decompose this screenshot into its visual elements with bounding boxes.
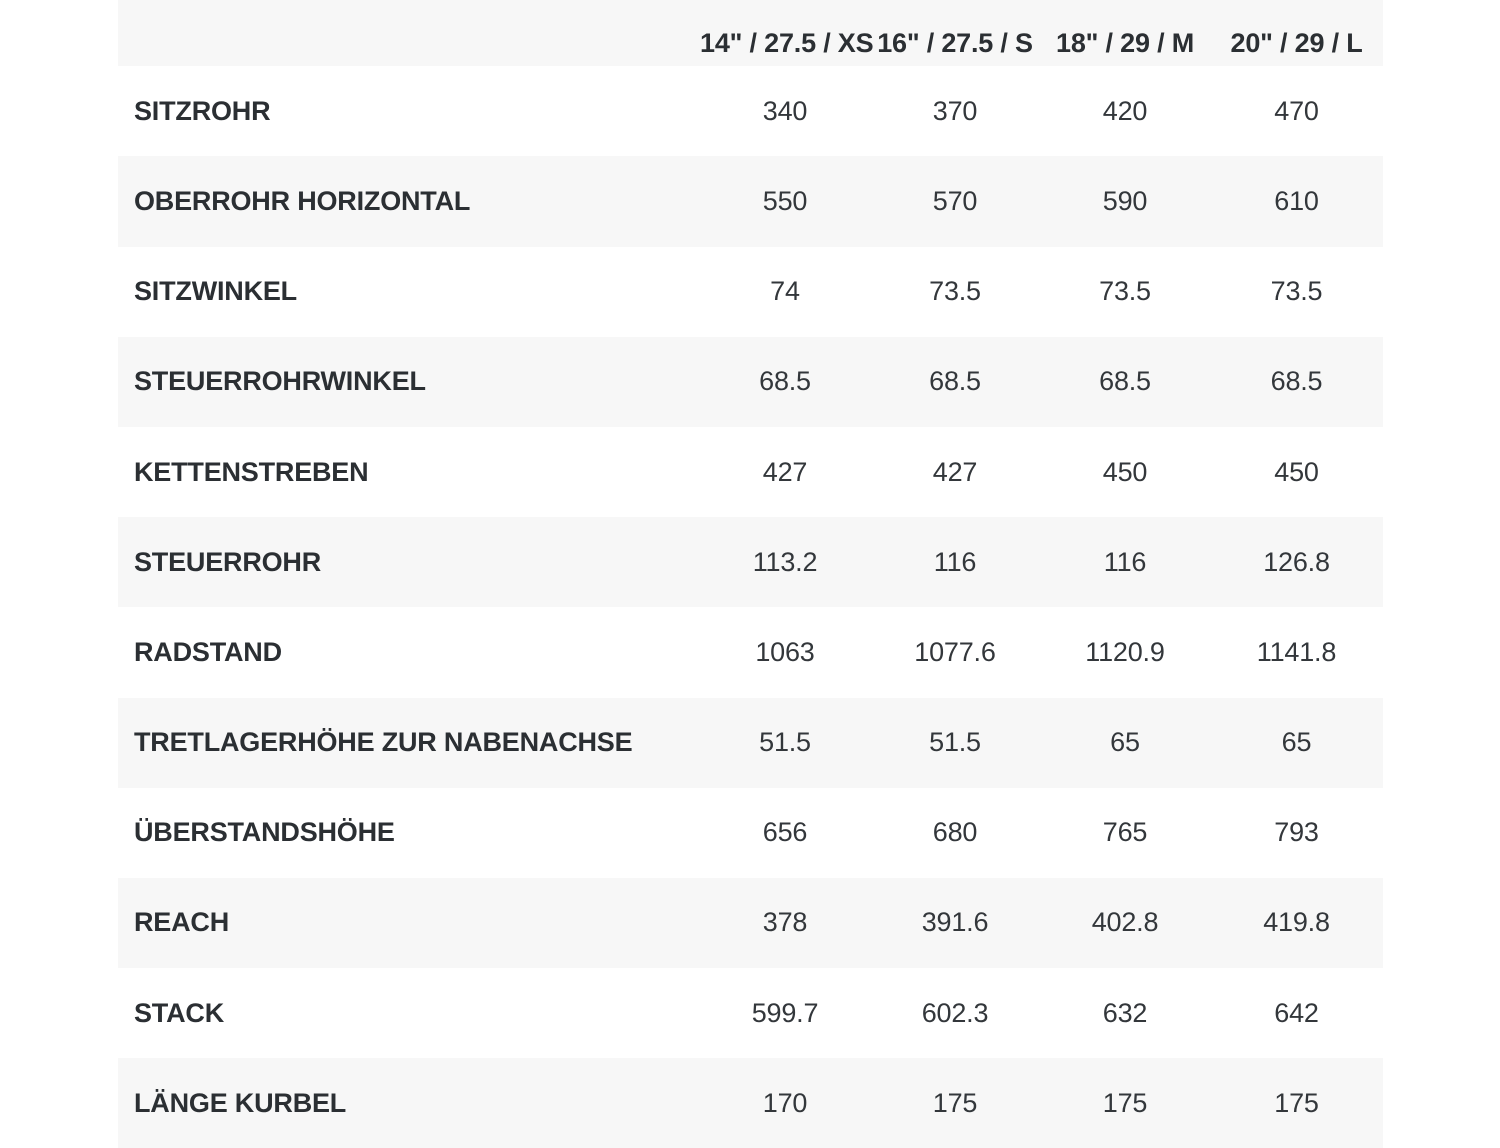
header-size-xs: 14" / 27.5 / XS (700, 27, 874, 58)
value-cell: 656 (762, 817, 808, 848)
value-cell: 73.5 (1099, 276, 1151, 307)
value-cell: 610 (1274, 185, 1319, 216)
value-cell: 793 (1274, 817, 1319, 848)
row-label: KETTENSTREBEN (134, 456, 369, 487)
table-row: SITZROHR 340 370 420 470 (118, 66, 1383, 157)
table-row: TRETLAGERHÖHE ZUR NABENACHSE 51.5 51.5 6… (118, 697, 1383, 788)
header-size-s: 16" / 27.5 / S (877, 27, 1033, 58)
value-cell: 175 (1274, 1087, 1319, 1118)
value-cell: 116 (933, 546, 977, 577)
value-cell: 590 (1102, 185, 1148, 216)
value-cell: 680 (932, 817, 978, 848)
row-label: LÄNGE KURBEL (134, 1087, 347, 1118)
value-cell: 765 (1102, 817, 1148, 848)
table-row: ÜBERSTANDSHÖHE 656 680 765 793 (118, 787, 1383, 878)
row-label: STEUERROHRWINKEL (134, 366, 426, 397)
value-cell: 420 (1102, 95, 1148, 126)
row-label: SITZROHR (134, 95, 271, 126)
row-label: STEUERROHR (134, 546, 322, 577)
row-label: STACK (134, 997, 224, 1028)
value-cell: 427 (762, 456, 808, 487)
value-cell: 632 (1102, 997, 1148, 1028)
value-cell: 470 (1274, 95, 1319, 126)
geometry-table: 14" / 27.5 / XS 16" / 27.5 / S 18" / 29 … (118, 0, 1383, 1148)
value-cell: 126.8 (1263, 546, 1330, 577)
value-cell: 599.7 (751, 997, 819, 1028)
value-cell: 1063 (755, 636, 815, 667)
value-cell: 73.5 (1270, 276, 1323, 307)
value-cell: 73.5 (929, 276, 981, 307)
value-cell: 450 (1102, 456, 1148, 487)
table-row: SITZWINKEL 74 73.5 73.5 73.5 (118, 246, 1383, 337)
value-cell: 1141.8 (1256, 636, 1337, 667)
value-cell: 51.5 (929, 727, 981, 758)
row-label: SITZWINKEL (134, 276, 297, 307)
value-cell: 74 (770, 276, 800, 307)
value-cell: 450 (1274, 456, 1319, 487)
row-label: OBERROHR HORIZONTAL (134, 185, 471, 216)
value-cell: 378 (762, 907, 808, 938)
value-cell: 1120.9 (1085, 636, 1165, 667)
value-cell: 642 (1274, 997, 1319, 1028)
table-row: KETTENSTREBEN 427 427 450 450 (118, 426, 1383, 518)
table-row: STEUERROHR 113.2 116 116 126.8 (118, 517, 1383, 608)
header-blank-cell (118, 0, 700, 66)
row-label: TRETLAGERHÖHE ZUR NABENACHSE (134, 727, 633, 758)
value-cell: 68.5 (1270, 366, 1323, 397)
table-row: REACH 378 391.6 402.8 419.8 (118, 877, 1383, 969)
value-cell: 570 (932, 185, 978, 216)
value-cell: 602.3 (921, 997, 989, 1028)
row-label: REACH (134, 907, 230, 938)
table-row: STACK 599.7 602.3 632 642 (118, 968, 1383, 1059)
row-label: ÜBERSTANDSHÖHE (134, 817, 395, 848)
value-cell: 113.2 (752, 546, 818, 577)
value-cell: 550 (762, 185, 808, 216)
value-cell: 65 (1281, 727, 1312, 758)
value-cell: 427 (932, 456, 978, 487)
row-label: RADSTAND (134, 636, 282, 667)
value-cell: 51.5 (759, 727, 811, 758)
value-cell: 370 (932, 95, 978, 126)
value-cell: 170 (762, 1087, 808, 1118)
table-row: RADSTAND 1063 1077.6 1120.9 1141.8 (118, 607, 1383, 698)
value-cell: 391.6 (921, 907, 989, 938)
value-cell: 116 (1103, 546, 1147, 577)
value-cell: 419.8 (1263, 907, 1330, 938)
value-cell: 175 (1102, 1087, 1148, 1118)
value-cell: 68.5 (929, 366, 981, 397)
value-cell: 175 (932, 1087, 978, 1118)
header-size-m: 18" / 29 / M (1056, 27, 1194, 58)
table-row: LÄNGE KURBEL 170 175 175 175 (118, 1058, 1383, 1148)
value-cell: 1077.6 (914, 636, 996, 667)
table-row: STEUERROHRWINKEL 68.5 68.5 68.5 68.5 (118, 336, 1383, 427)
value-cell: 402.8 (1091, 907, 1159, 938)
value-cell: 340 (762, 95, 808, 126)
header-size-l: 20" / 29 / L (1230, 27, 1363, 58)
table-row: OBERROHR HORIZONTAL 550 570 590 610 (118, 156, 1383, 247)
value-cell: 68.5 (759, 366, 811, 397)
value-cell: 68.5 (1099, 366, 1151, 397)
value-cell: 65 (1110, 727, 1140, 758)
table-header-row: 14" / 27.5 / XS 16" / 27.5 / S 18" / 29 … (118, 0, 1383, 67)
